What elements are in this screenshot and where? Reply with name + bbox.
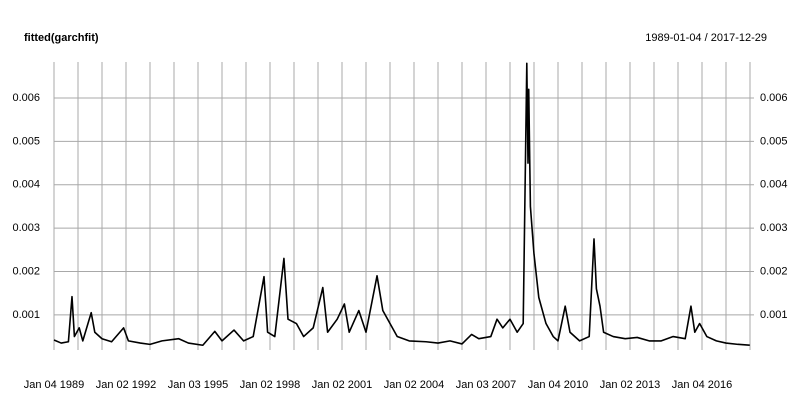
y-tick-label: 0.006 (12, 92, 40, 104)
series-line (53, 62, 750, 347)
y2-tick-label: 0.006 (760, 92, 788, 104)
y2-tick-label: 0.003 (760, 222, 788, 234)
x-tick-label: Jan 02 2004 (384, 379, 445, 391)
y2-tick-label: 0.001 (760, 309, 788, 321)
y2-tick-label: 0.005 (760, 135, 788, 147)
x-tick-label: Jan 02 1998 (240, 379, 301, 391)
x-tick-label: Jan 02 1992 (96, 379, 157, 391)
y2-tick-label: 0.004 (760, 179, 788, 191)
y-tick-label: 0.002 (12, 265, 40, 277)
y-tick-label: 0.003 (12, 222, 40, 234)
chart-subtitle: 1989-01-04 / 2017-12-29 (645, 32, 767, 44)
x-tick-label: Jan 02 2001 (312, 379, 373, 391)
y-tick-label: 0.005 (12, 135, 40, 147)
x-tick-label: Jan 04 2010 (528, 379, 589, 391)
y-tick-label: 0.004 (12, 179, 40, 191)
y2-tick-label: 0.002 (760, 265, 788, 277)
x-tick-label: Jan 03 2007 (456, 379, 517, 391)
x-tick-label: Jan 02 2013 (600, 379, 661, 391)
x-tick-label: Jan 04 1989 (24, 379, 85, 391)
chart-title: fitted(garchfit) (24, 32, 99, 44)
x-tick-label: Jan 03 1995 (168, 379, 229, 391)
y-tick-label: 0.001 (12, 309, 40, 321)
x-tick-label: Jan 04 2016 (672, 379, 733, 391)
